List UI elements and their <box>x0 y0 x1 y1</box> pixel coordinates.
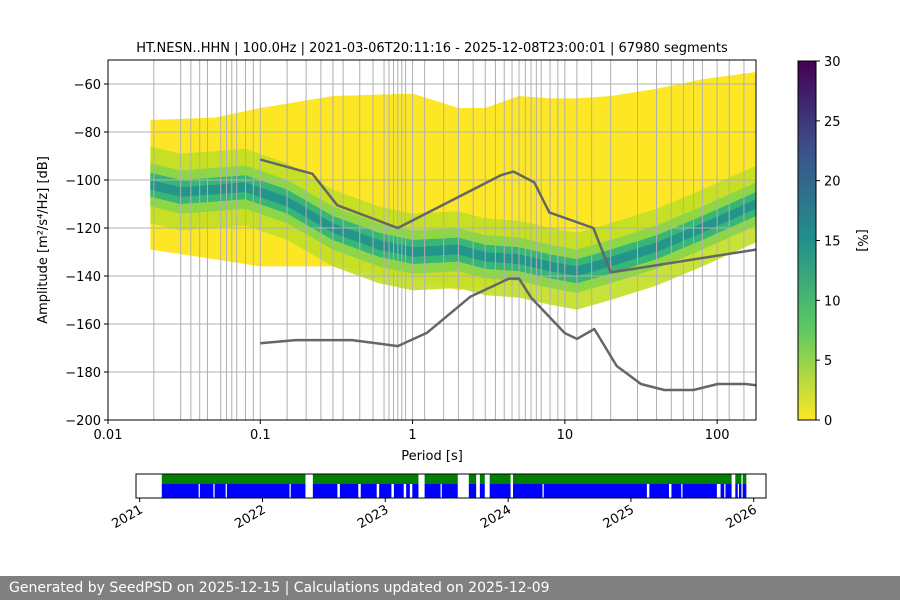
x-tick-label: 0.1 <box>250 428 271 443</box>
colorbar-tick-label: 15 <box>824 235 841 250</box>
timeline-data-gap <box>337 484 340 498</box>
timeline-data-gap <box>737 484 739 498</box>
x-axis-label: Period [s] <box>401 449 463 464</box>
colorbar-tick-label: 30 <box>824 55 841 70</box>
timeline-tick-label: 2021 <box>110 502 146 532</box>
timeline-data-gap <box>440 484 442 498</box>
timeline-tick-label: 2026 <box>724 502 760 532</box>
timeline-data-gap <box>358 484 361 498</box>
y-tick-label: −100 <box>65 174 101 189</box>
timeline-data-gap <box>409 484 413 498</box>
timeline-gap <box>418 474 425 498</box>
timeline-data-gap <box>225 484 227 498</box>
colorbar-tick-label: 10 <box>824 294 841 309</box>
colorbar-tick-label: 25 <box>824 115 841 130</box>
timeline-gap <box>457 474 469 498</box>
timeline-data-gap <box>391 484 394 498</box>
timeline-tick-label: 2024 <box>478 502 514 532</box>
x-tick-label: 0.01 <box>94 428 123 443</box>
y-tick-label: −180 <box>65 366 101 381</box>
timeline-tick-label: 2022 <box>232 502 268 532</box>
timeline-data-gap <box>724 484 726 498</box>
timeline-gap <box>305 474 313 498</box>
timeline-gap <box>741 474 743 498</box>
timeline-data-gap <box>289 484 291 498</box>
footer-bar: Generated by SeedPSD on 2025-12-15 | Cal… <box>0 576 900 600</box>
timeline-data-gap <box>198 484 200 498</box>
noise-model-upper <box>259 158 756 274</box>
plot-frame <box>107 59 757 421</box>
timeline-gap <box>731 474 736 498</box>
psd-plot-area <box>108 60 756 420</box>
timeline-data-gap <box>646 484 650 498</box>
y-tick-label: −200 <box>65 414 101 429</box>
timeline-gap <box>484 474 490 498</box>
colorbar-tick-label: 5 <box>824 354 832 369</box>
timeline-tick-label: 2023 <box>355 502 391 532</box>
timeline-data-gap <box>213 484 215 498</box>
timeline-data-gap <box>716 484 721 498</box>
x-tick-label: 10 <box>557 428 574 443</box>
y-tick-label: −80 <box>74 126 101 141</box>
colorbar-label: [%] <box>854 229 869 252</box>
timeline-data-gap <box>668 484 672 498</box>
x-tick-label: 100 <box>705 428 730 443</box>
timeline-gap <box>476 474 480 498</box>
y-axis-label: Amplitude [m²/s⁴/Hz] [dB] <box>36 156 51 324</box>
colorbar <box>797 60 817 421</box>
timeline-data-gap <box>403 484 407 498</box>
timeline-data-gap <box>376 484 380 498</box>
noise-model-lower <box>260 277 756 392</box>
y-tick-label: −120 <box>65 222 101 237</box>
timeline-coverage-bar <box>161 474 747 484</box>
chart-title: HT.NESN..HHN | 100.0Hz | 2021-03-06T20:1… <box>136 41 728 56</box>
x-tick-label: 1 <box>408 428 416 443</box>
timeline-tick-label: 2025 <box>601 502 637 532</box>
footer-text: Generated by SeedPSD on 2025-12-15 | Cal… <box>9 580 550 596</box>
timeline-frame <box>135 473 767 499</box>
psd-band-core <box>150 180 756 276</box>
y-tick-label: −60 <box>74 78 101 93</box>
timeline-gap <box>510 474 514 498</box>
timeline-data-gap <box>681 484 683 498</box>
y-tick-label: −140 <box>65 270 101 285</box>
colorbar-tick-label: 0 <box>824 414 832 429</box>
colorbar-tick-label: 20 <box>824 175 841 190</box>
y-tick-label: −160 <box>65 318 101 333</box>
timeline-data-gap <box>542 484 544 498</box>
timeline-data-bar <box>161 484 747 498</box>
